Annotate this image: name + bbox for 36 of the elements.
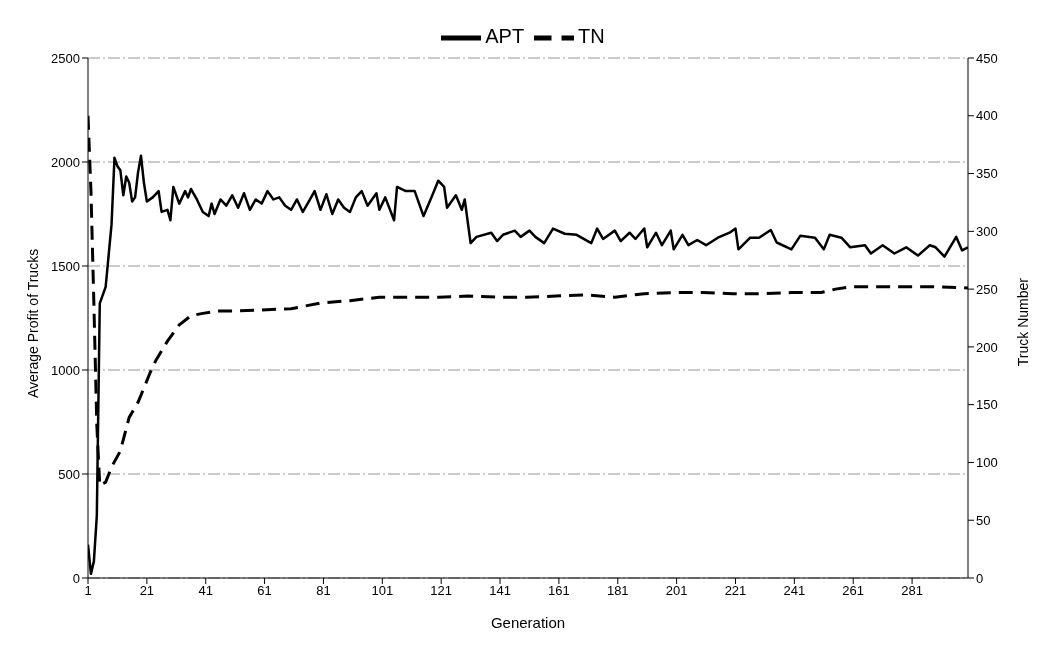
x-tick-label: 61 bbox=[257, 583, 272, 599]
y-tick-label: 2500 bbox=[51, 50, 80, 66]
y2-tick-label: 200 bbox=[976, 339, 998, 355]
y2-tick-label: 400 bbox=[976, 108, 998, 124]
y-tick-label: 500 bbox=[58, 466, 80, 482]
x-tick-label: 161 bbox=[548, 583, 570, 599]
y-tick-label: 0 bbox=[72, 570, 80, 586]
legend-label: APT bbox=[485, 25, 525, 48]
x-tick-label: 141 bbox=[489, 583, 511, 599]
y-tick-label: 1500 bbox=[51, 258, 80, 274]
legend-label: TN bbox=[578, 25, 605, 48]
y2-tick-label: 250 bbox=[976, 281, 998, 297]
y-axis-title: Average Profit of Trucks bbox=[24, 248, 41, 398]
y2-tick-label: 350 bbox=[976, 166, 998, 182]
y2-tick-label: 450 bbox=[976, 50, 998, 66]
x-tick-label: 201 bbox=[665, 583, 688, 599]
x-tick-label: 21 bbox=[139, 583, 155, 599]
x-tick-label: 281 bbox=[901, 583, 923, 599]
x-tick-label: 181 bbox=[606, 583, 629, 599]
y2-tick-label: 50 bbox=[976, 512, 991, 528]
y2-tick-label: 100 bbox=[976, 455, 998, 471]
x-tick-label: 241 bbox=[783, 583, 806, 599]
y2-tick-label: 150 bbox=[976, 397, 998, 413]
x-tick-label: 81 bbox=[316, 583, 331, 599]
y2-tick-label: 300 bbox=[976, 223, 998, 239]
y-tick-label: 1000 bbox=[51, 362, 80, 378]
x-axis-title: Generation bbox=[490, 614, 566, 631]
x-tick-label: 121 bbox=[430, 583, 453, 599]
x-tick-label: 101 bbox=[371, 583, 394, 599]
x-tick-label: 261 bbox=[842, 583, 865, 599]
y-tick-label: 2000 bbox=[51, 154, 80, 170]
y2-tick-label: 0 bbox=[976, 570, 984, 586]
y2-axis-title: Truck Number bbox=[1014, 277, 1031, 367]
x-tick-label: 1 bbox=[84, 583, 92, 599]
x-tick-label: 41 bbox=[198, 583, 213, 599]
x-tick-label: 221 bbox=[724, 583, 747, 599]
